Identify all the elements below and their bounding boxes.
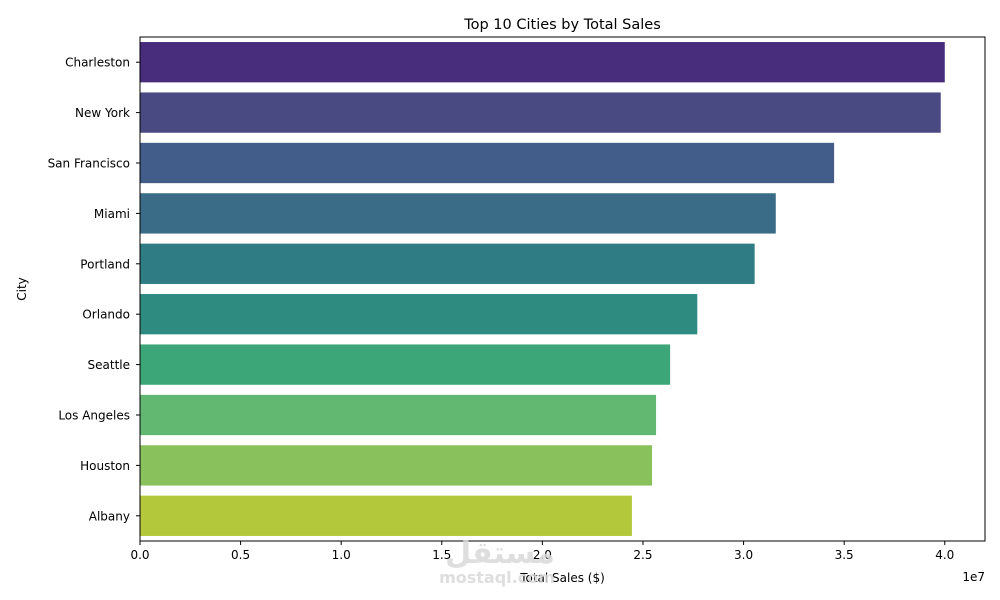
x-tick-label: 3.5 [835,548,854,562]
bar-new-york [140,92,941,133]
y-tick-label: Seattle [88,358,130,372]
bar-portland [140,243,755,284]
watermark-latin: mostaql.com [439,568,555,587]
x-axis-title: Total Sales ($) [519,571,605,585]
bar-houston [140,445,653,486]
x-tick-label: 2.5 [633,548,652,562]
y-tick-label: Orlando [82,308,130,322]
x-tick-label: 1.0 [332,548,351,562]
plot-frame [139,36,986,542]
x-tick-label: 1.5 [432,548,451,562]
x-tick-label: 2.0 [533,548,552,562]
y-axis-ticks: Charleston New York San Francisco Miami Port… [48,56,140,523]
y-tick-label: Portland [80,257,130,271]
y-tick-label: Albany [89,509,130,523]
x-tick-label: 4.0 [935,548,954,562]
chart-title: Top 10 Cities by Total Sales [463,17,661,33]
bar-albany [140,495,632,536]
y-tick-label: Charleston [65,56,130,70]
bar-san-francisco [140,142,835,184]
y-tick-label: Houston [80,459,130,473]
x-tick-label: 0.0 [130,548,149,562]
y-tick-label: San Francisco [48,157,130,171]
x-tick-label: 0.5 [231,548,250,562]
bar-charleston [140,42,945,83]
watermark-arabic: مستقل [445,536,555,571]
x-axis-offset-label: 1e7 [962,570,985,584]
bars-group [140,42,945,536]
bar-los-angeles [140,394,657,436]
bar-seattle [140,344,671,385]
y-tick-label: Miami [94,207,130,221]
y-tick-label: Los Angeles [58,409,130,423]
bar-miami [140,193,776,234]
y-tick-label: New York [75,106,130,120]
x-tick-label: 3.0 [734,548,753,562]
watermark: مستقل mostaql.com [439,536,555,587]
y-axis-title: City [15,277,29,301]
x-axis-ticks: 0.0 0.5 1.0 1.5 2.0 2.5 3.0 3.5 4.0 [130,541,954,562]
bar-orlando [140,294,698,335]
